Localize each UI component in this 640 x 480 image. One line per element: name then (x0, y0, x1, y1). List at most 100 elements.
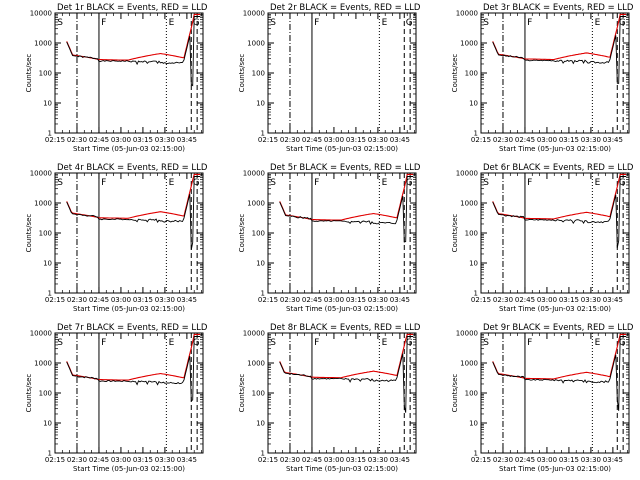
y-tick-label: 10000 (30, 10, 52, 18)
x-axis-label: Start Time (05-Jun-03 02:15:00) (499, 305, 611, 313)
panel-det-1: Det 1r BLACK = Events, RED = LLD 1 10 100 10… (25, 3, 208, 153)
phase-marker: G (193, 178, 200, 188)
y-tick-label: 10 (43, 100, 52, 108)
x-axis-label: Start Time (05-Jun-03 02:15:00) (286, 145, 398, 153)
phase-marker: S (270, 178, 276, 188)
phase-marker: G (406, 338, 413, 348)
phase-marker: S (270, 338, 276, 348)
y-axis-label: Counts/sec (238, 214, 246, 253)
y-tick-label: 10 (256, 420, 265, 428)
panel-title: Det 5r BLACK = Events, RED = LLD (270, 163, 421, 173)
y-tick-label: 10 (469, 100, 478, 108)
phase-marker: F (527, 18, 532, 28)
x-tick-label: 03:30 (581, 136, 601, 144)
series-lld-line (492, 333, 627, 380)
x-tick-label: 02:15 (471, 136, 491, 144)
y-tick-label: 10 (469, 260, 478, 268)
series-lld-line (66, 333, 201, 381)
x-axis-label: Start Time (05-Jun-03 02:15:00) (73, 145, 185, 153)
x-axis-label: Start Time (05-Jun-03 02:15:00) (286, 465, 398, 473)
y-tick-label: 1000 (34, 40, 52, 48)
phase-marker: F (101, 18, 106, 28)
x-tick-label: 03:00 (537, 296, 557, 304)
panel-title: Det 6r BLACK = Events, RED = LLD (483, 163, 634, 173)
x-tick-label: 03:00 (537, 456, 557, 464)
x-tick-label: 02:15 (471, 456, 491, 464)
y-tick-label: 100 (465, 70, 478, 78)
y-tick-label: 1 (48, 130, 52, 138)
panel-title: Det 9r BLACK = Events, RED = LLD (483, 323, 634, 333)
y-axis-label: Counts/sec (238, 374, 246, 413)
phase-marker: E (382, 178, 388, 188)
y-tick-label: 1000 (247, 360, 265, 368)
phase-marker: S (270, 18, 276, 28)
panel-title: Det 4r BLACK = Events, RED = LLD (57, 163, 208, 173)
panel-det-7: Det 7r BLACK = Events, RED = LLD 1 10 100 10… (25, 323, 208, 473)
x-tick-label: 02:15 (45, 136, 65, 144)
x-tick-label: 03:45 (603, 456, 623, 464)
y-axis-label: Counts/sec (25, 374, 33, 413)
x-tick-label: 02:15 (258, 136, 278, 144)
phase-marker: S (483, 18, 489, 28)
y-axis-label: Counts/sec (238, 54, 246, 93)
y-tick-label: 1 (261, 130, 265, 138)
x-tick-label: 03:15 (133, 456, 153, 464)
y-tick-label: 10000 (456, 170, 478, 178)
phase-marker: S (57, 338, 63, 348)
y-axis-label: Counts/sec (451, 214, 459, 253)
x-tick-label: 02:45 (89, 456, 109, 464)
x-tick-label: 03:45 (177, 456, 197, 464)
panel-title: Det 8r BLACK = Events, RED = LLD (270, 323, 421, 333)
y-tick-label: 1 (474, 450, 478, 458)
series-events-line (66, 336, 201, 402)
x-tick-label: 03:00 (537, 136, 557, 144)
x-tick-label: 03:30 (581, 456, 601, 464)
x-tick-label: 03:15 (346, 296, 366, 304)
y-tick-label: 1000 (460, 200, 478, 208)
y-tick-label: 10000 (456, 10, 478, 18)
x-tick-label: 03:30 (155, 136, 175, 144)
y-tick-label: 10 (43, 420, 52, 428)
series-events-line (492, 176, 627, 248)
x-tick-label: 02:30 (280, 136, 300, 144)
x-tick-label: 03:00 (324, 136, 344, 144)
phase-marker: G (193, 338, 200, 348)
phase-marker: F (527, 178, 532, 188)
y-tick-label: 1000 (247, 40, 265, 48)
x-tick-label: 03:30 (368, 136, 388, 144)
y-axis-label: Counts/sec (25, 214, 33, 253)
panel-det-8: Det 8r BLACK = Events, RED = LLD 1 10 100 10… (238, 323, 421, 473)
y-tick-label: 1000 (247, 200, 265, 208)
phase-marker: F (314, 18, 319, 28)
phase-marker: F (101, 178, 106, 188)
phase-marker: G (193, 18, 200, 28)
panel-det-9: Det 9r BLACK = Events, RED = LLD 1 10 100 10… (451, 323, 634, 473)
y-tick-label: 10000 (243, 170, 265, 178)
x-tick-label: 03:45 (177, 136, 197, 144)
series-events-line (492, 336, 627, 411)
x-tick-label: 02:45 (302, 296, 322, 304)
x-tick-label: 03:15 (133, 136, 153, 144)
phase-marker: E (169, 338, 175, 348)
x-tick-label: 02:45 (89, 136, 109, 144)
y-tick-label: 10000 (30, 170, 52, 178)
x-tick-label: 03:00 (111, 136, 131, 144)
panel-det-5: Det 5r BLACK = Events, RED = LLD 1 10 100 10… (238, 163, 421, 313)
y-tick-label: 10000 (30, 330, 52, 338)
series-lld-line (66, 173, 201, 219)
series-lld-line (279, 333, 414, 379)
panel-det-4: Det 4r BLACK = Events, RED = LLD 1 10 100 10… (25, 163, 208, 313)
x-tick-label: 02:15 (45, 456, 65, 464)
x-tick-label: 02:15 (471, 296, 491, 304)
y-axis-label: Counts/sec (451, 374, 459, 413)
x-axis-label: Start Time (05-Jun-03 02:15:00) (73, 465, 185, 473)
y-tick-label: 100 (252, 390, 265, 398)
y-tick-label: 100 (252, 70, 265, 78)
x-tick-label: 03:00 (111, 456, 131, 464)
series-lld-line (279, 173, 414, 221)
phase-marker: F (101, 338, 106, 348)
x-tick-label: 03:15 (559, 296, 579, 304)
x-tick-label: 03:15 (133, 296, 153, 304)
y-axis-label: Counts/sec (451, 54, 459, 93)
